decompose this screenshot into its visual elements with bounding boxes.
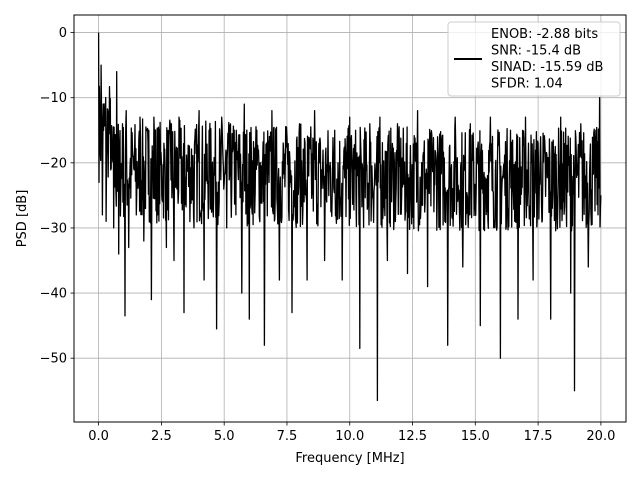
x-tick-label: 0.0 [88, 429, 109, 444]
psd-line [97, 32, 602, 402]
legend-line-sinad: SINAD: -15.59 dB [491, 60, 603, 75]
y-tick-label: −40 [40, 287, 67, 302]
x-tick-label: 20.0 [586, 429, 615, 444]
y-tick-label: −10 [40, 91, 67, 106]
legend-line-snr: SNR: -15.4 dB [491, 44, 581, 59]
x-tick-label: 2.5 [151, 429, 172, 444]
y-axis-label: PSD [dB] [15, 190, 30, 248]
x-tick-label: 7.5 [277, 429, 298, 444]
y-tick-label: −20 [40, 156, 67, 171]
x-axis-label: Frequency [MHz] [295, 451, 404, 466]
x-tick-label: 5.0 [214, 429, 235, 444]
plot-area [97, 32, 602, 402]
x-tick-label: 15.0 [461, 429, 490, 444]
legend: ENOB: -2.88 bits SNR: -15.4 dB SINAD: -1… [447, 21, 621, 97]
y-tick-label: −50 [40, 352, 67, 367]
legend-line-enob: ENOB: -2.88 bits [491, 27, 598, 42]
y-tick-label: −30 [40, 221, 67, 236]
legend-line-sfdr: SFDR: 1.04 [491, 77, 563, 92]
x-tick-label: 10.0 [335, 429, 364, 444]
x-tick-label: 12.5 [398, 429, 427, 444]
legend-box [447, 21, 621, 97]
x-tick-label: 17.5 [524, 429, 553, 444]
axis-ticks: 0.0 2.5 5.0 7.5 10.0 12.5 15.0 17.5 20.0 0 −10 −20 −… [40, 26, 616, 444]
y-tick-label: 0 [59, 26, 67, 41]
